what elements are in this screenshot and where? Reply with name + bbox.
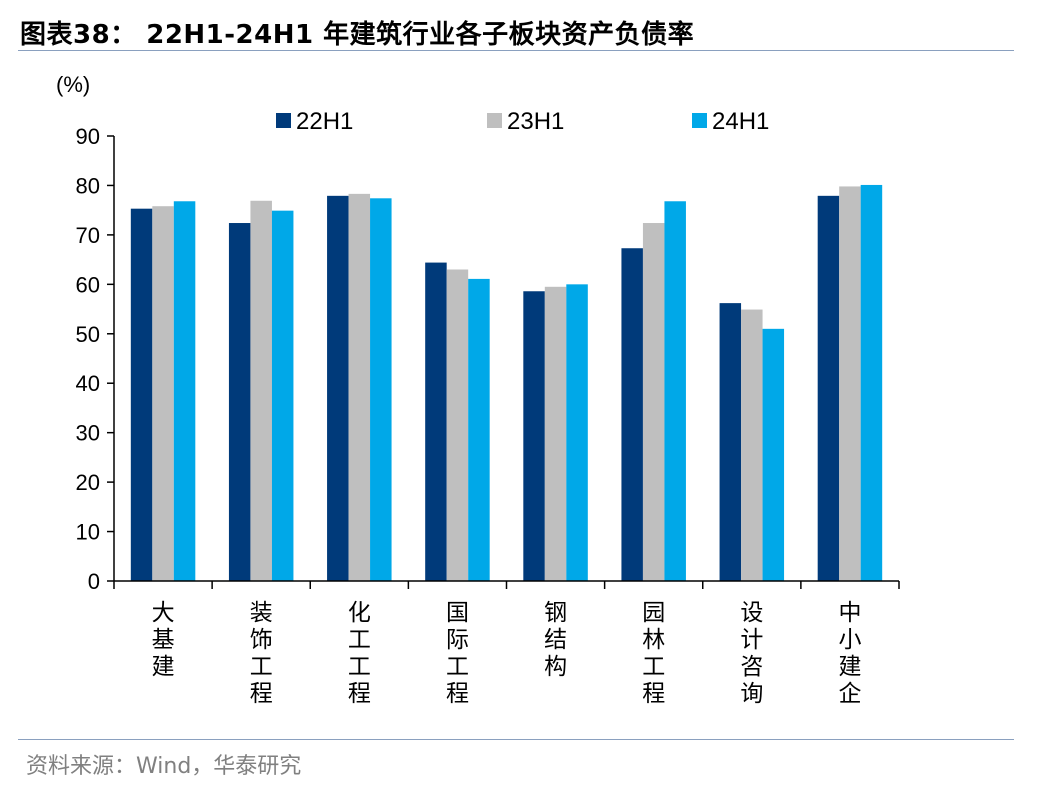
bar-22H1-2	[228, 223, 251, 581]
bar-23H1-5	[544, 286, 567, 581]
bar-23H1-8	[839, 186, 861, 581]
axes: 0 10 20 30 40 50 60 70 80 90 (%) 大基建 装饰工程 化工工程 国际工程 钢结构…	[56, 72, 900, 707]
bar-22H1-5	[523, 291, 545, 581]
bar-23H1-7	[741, 309, 763, 581]
y-tick-label: 0	[88, 569, 100, 594]
y-tick-label: 70	[76, 223, 100, 248]
bar-24H1-2	[271, 210, 294, 581]
bar-22H1-8	[817, 195, 840, 582]
bar-22H1-3	[327, 195, 349, 582]
legend-swatch-23H1	[487, 113, 502, 128]
title-divider	[18, 50, 1014, 51]
bar-23H1-6	[642, 223, 665, 581]
bar-23H1-3	[348, 193, 371, 581]
y-tick-label: 10	[76, 520, 100, 545]
legend-label-23H1: 23H1	[507, 108, 564, 135]
y-tick-label: 40	[76, 371, 100, 396]
bars	[130, 184, 883, 582]
bar-24H1-8	[860, 184, 883, 581]
bar-23H1-4	[446, 269, 469, 581]
legend-label-24H1: 24H1	[712, 108, 769, 135]
x-category-label: 化工工程	[348, 600, 371, 707]
bar-chart: 22H1 23H1 24H1 0 10 20 30 40 50 60 70 80 90 (%) 大基建 装饰…	[56, 72, 900, 707]
x-category-label: 中小建企	[838, 600, 861, 707]
y-tick-label: 20	[76, 470, 100, 495]
legend-swatch-22H1	[276, 113, 291, 128]
bar-23H1-2	[250, 200, 272, 581]
x-category-label: 设计咨询	[740, 600, 763, 707]
bar-24H1-3	[370, 198, 392, 582]
bar-24H1-4	[468, 278, 490, 581]
source-note: 资料来源：Wind，华泰研究	[26, 754, 302, 779]
bar-24H1-6	[664, 201, 686, 581]
bar-22H1-7	[719, 303, 742, 581]
legend-swatch-24H1	[692, 113, 707, 128]
bar-24H1-1	[173, 201, 196, 581]
y-axis-label: (%)	[56, 72, 90, 97]
y-tick-label: 60	[76, 272, 100, 297]
bar-22H1-1	[130, 208, 153, 581]
x-category-label: 钢结构	[544, 600, 567, 680]
bar-23H1-1	[152, 206, 174, 581]
y-tick-label: 30	[76, 421, 100, 446]
bar-24H1-7	[762, 328, 785, 581]
bar-22H1-4	[425, 262, 447, 581]
x-category-label: 国际工程	[446, 600, 469, 707]
source-divider	[18, 739, 1014, 740]
bar-22H1-6	[621, 248, 643, 581]
x-category-label: 大基建	[152, 600, 175, 680]
legend: 22H1 23H1 24H1	[276, 108, 769, 135]
bar-24H1-5	[566, 284, 588, 581]
figure-title: 图表38： 22H1-24H1 年建筑行业各子板块资产负债率	[20, 20, 695, 50]
y-tick-label: 80	[76, 173, 100, 198]
y-tick-label: 90	[76, 124, 100, 149]
x-category-label: 园林工程	[642, 600, 665, 707]
y-tick-label: 50	[76, 322, 100, 347]
legend-label-22H1: 22H1	[296, 108, 353, 135]
x-category-label: 装饰工程	[250, 600, 273, 707]
